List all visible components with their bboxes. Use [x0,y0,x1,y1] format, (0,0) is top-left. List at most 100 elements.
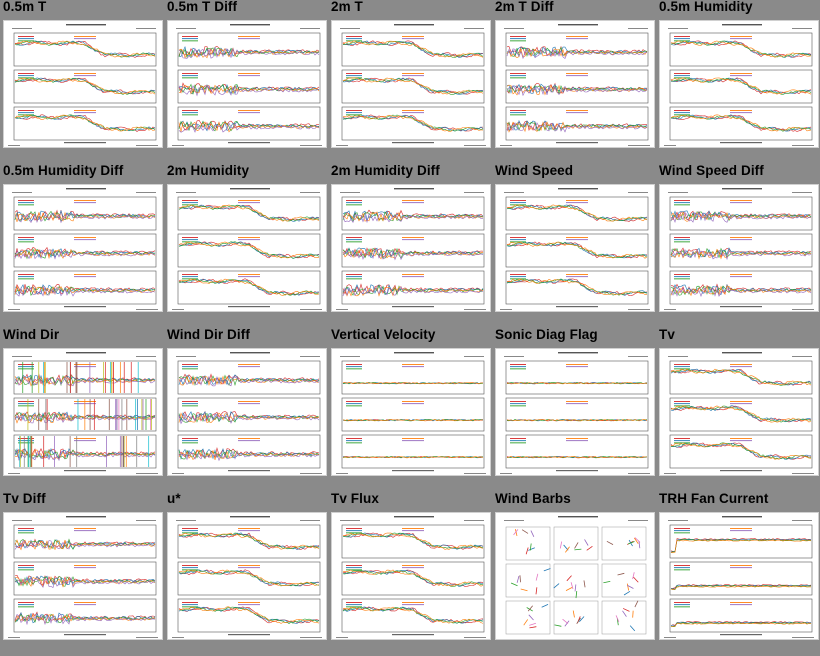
legend-entry [674,403,690,405]
plot-thumbnail-2m-humidity[interactable] [167,184,327,312]
plot-header-date [628,356,648,357]
barb-panel [553,563,599,598]
footer-text-line [8,309,20,310]
footer-text-line [628,309,650,310]
wind-barb [523,619,529,626]
plot-thumbnail-05m-humidity[interactable] [659,20,819,148]
legend-entry [730,239,752,241]
plot-thumbnail-05m-t[interactable] [3,20,163,148]
plot-header-date [340,28,360,29]
plot-series-line [342,569,484,587]
plot-thumbnail-2m-t-diff[interactable] [495,20,655,148]
legend-entry [182,75,198,77]
legend-entry [402,528,424,529]
plot-thumbnail-05m-t-diff[interactable] [167,20,327,148]
legend-entry [18,528,34,529]
plot-thumbnail-wind-barbs[interactable] [495,512,655,640]
plot-title: Tv [659,327,675,342]
legend-entry [182,241,198,243]
footer-text-line [464,473,486,474]
plot-series-line [14,40,156,58]
wind-barb [566,575,572,582]
direction-wrap-bar [121,436,123,467]
plot-image [500,352,650,474]
wind-barb [513,529,519,536]
plot-thumbnail-tv[interactable] [659,348,819,476]
legend-entry [402,202,424,204]
legend-entry [510,241,526,243]
direction-wrap-bar [76,436,78,467]
plot-thumbnail-u-star[interactable] [167,512,327,640]
legend-entry [674,440,690,442]
plot-title: 0.5m T Diff [167,0,238,14]
plot-panel [177,397,321,432]
plot-thumbnail-wind-dir-diff[interactable] [167,348,327,476]
legend-entry [182,565,198,566]
footer-text-line [464,145,486,146]
wind-barb [535,587,538,595]
legend-entry [510,237,526,238]
plot-panel [505,233,649,268]
wind-barb [521,529,529,534]
direction-wrap-bar [111,362,112,393]
plot-thumbnail-05m-humidity-diff[interactable] [3,184,163,312]
plot-series-line [14,211,156,223]
plot-thumbnail-wind-dir[interactable] [3,348,163,476]
legend-entry [510,401,526,402]
footer-text-line [8,637,20,638]
plot-thumbnail-sonic-diag-flag[interactable] [495,348,655,476]
plot-thumbnail-vertical-velocity[interactable] [331,348,491,476]
wind-barb [570,582,574,590]
plot-header-date [12,28,32,29]
plot-panel [505,360,649,395]
plot-header-date [668,520,688,521]
legend-entry [674,237,690,238]
legend-entry [674,405,690,407]
legend-entry [18,110,34,111]
legend-entry [402,36,424,37]
plot-series-line [506,204,648,222]
plot-panel [505,397,649,432]
direction-wrap-bar [141,399,143,430]
plot-thumbnail-tv-diff[interactable] [3,512,163,640]
plot-thumbnail-wind-speed-diff[interactable] [659,184,819,312]
wind-barb [514,529,518,537]
plot-panel [177,598,321,633]
legend-entry [674,202,690,204]
plot-series-line [178,204,320,222]
legend-entry [182,274,198,275]
direction-wrap-bar [125,436,127,467]
plot-thumbnail-2m-t[interactable] [331,20,491,148]
barb-panel [505,600,551,635]
legend-entry [18,602,34,603]
legend-entry [730,528,752,529]
barb-panel [601,563,647,598]
footer-text-line [300,637,322,638]
plot-tile-u-star: u* [164,491,328,656]
plot-thumbnail-trh-fan-current[interactable] [659,512,819,640]
plot-series-line [670,77,812,95]
wind-barb [553,583,560,589]
plot-series-line [506,278,648,296]
plot-series-line [342,419,484,422]
legend-entry [674,530,690,532]
footer-text-line [792,637,814,638]
legend-entry [402,530,424,532]
legend-entry [566,239,588,241]
legend-entry [730,440,752,442]
plot-thumbnail-tv-flux[interactable] [331,512,491,640]
wind-barb [583,580,586,588]
plot-title: Wind Dir [3,327,60,342]
plot-series-line [14,40,156,58]
plot-thumbnail-wind-speed[interactable] [495,184,655,312]
plot-panel [669,561,813,596]
plot-panel [177,69,321,104]
plot-title: 0.5m Humidity [659,0,753,14]
legend-entry [674,569,690,571]
axis-label-line [720,470,762,472]
plot-panel [177,360,321,395]
plot-header-date [136,192,156,193]
legend-entry [182,532,198,534]
plot-thumbnail-2m-humidity-diff[interactable] [331,184,491,312]
legend-entry [730,602,752,603]
